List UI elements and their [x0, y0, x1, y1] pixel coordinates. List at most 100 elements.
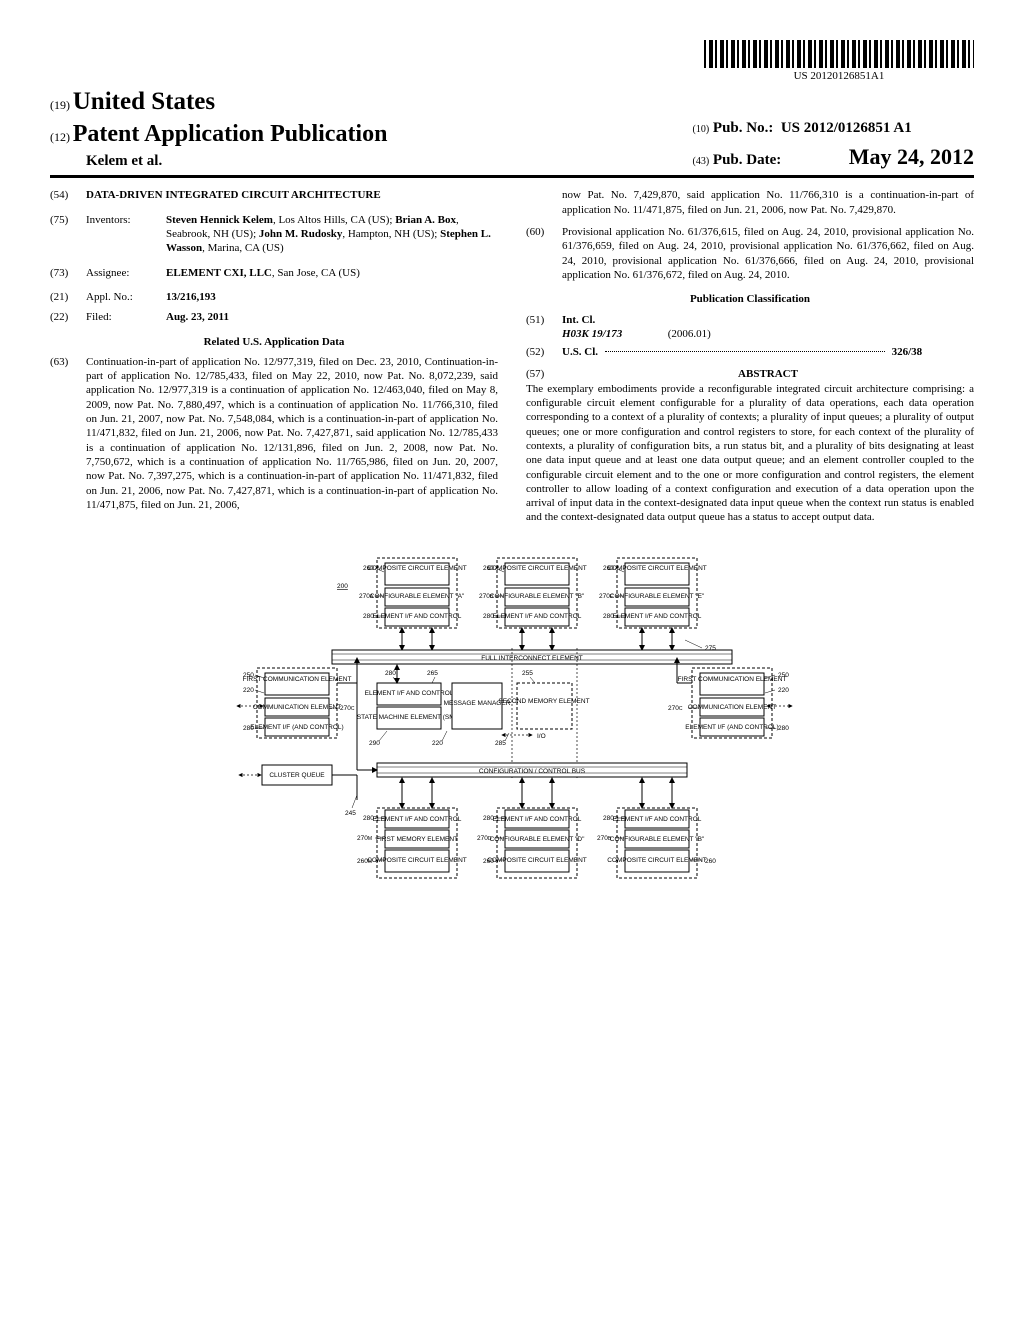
- svg-text:I/O: I/O: [537, 733, 546, 740]
- figure-area: 200 COMPOSITE CIRCUIT ELEMENT CONFIGURAB…: [50, 543, 974, 927]
- svg-text:280: 280: [603, 613, 614, 620]
- pub-date-label: Pub. Date:: [713, 152, 781, 168]
- filed-value: Aug. 23, 2011: [166, 310, 498, 324]
- related-code: (63): [50, 355, 86, 512]
- left-column: (54) DATA-DRIVEN INTEGRATED CIRCUIT ARCH…: [50, 188, 498, 524]
- svg-text:FIRST COMMUNICATION ELEMENT: FIRST COMMUNICATION ELEMENT: [243, 676, 352, 683]
- assignee-value: ELEMENT CXI, LLC, San Jose, CA (US): [166, 266, 498, 280]
- pub-no-label: Pub. No.:: [713, 120, 773, 136]
- svg-text:270C: 270C: [340, 705, 355, 712]
- svg-text:255: 255: [522, 670, 533, 677]
- svg-text:FIRST COMMUNICATION ELEMENT: FIRST COMMUNICATION ELEMENT: [678, 676, 787, 683]
- header-left: (19) United States (12) Patent Applicati…: [50, 86, 387, 171]
- svg-text:260M: 260M: [357, 858, 372, 865]
- intcl-code: (51): [526, 313, 562, 342]
- svg-text:FIRST MEMORY ELEMENT: FIRST MEMORY ELEMENT: [376, 836, 458, 843]
- svg-text:CONFIGURABLE ELEMENT "E": CONFIGURABLE ELEMENT "E": [610, 593, 705, 600]
- inventors-label: Inventors:: [86, 213, 166, 256]
- svg-text:CONFIGURABLE ELEMENT "B": CONFIGURABLE ELEMENT "B": [610, 836, 705, 843]
- uscl-code: (52): [526, 345, 562, 359]
- svg-text:265: 265: [427, 670, 438, 677]
- svg-text:270M: 270M: [357, 835, 372, 842]
- pub-no-line: (10) Pub. No.: US 2012/0126851 A1: [692, 119, 974, 139]
- svg-text:220: 220: [778, 687, 789, 694]
- svg-text:270C: 270C: [668, 705, 683, 712]
- svg-text:270A: 270A: [359, 593, 374, 600]
- pub-date: May 24, 2012: [849, 144, 974, 169]
- assignee-row: (73) Assignee: ELEMENT CXI, LLC, San Jos…: [50, 266, 498, 280]
- inventors-value: Steven Hennick Kelem, Los Altos Hills, C…: [166, 213, 498, 256]
- svg-text:260: 260: [705, 858, 716, 865]
- barcode-area: US 20120126851A1: [50, 40, 974, 83]
- svg-text:COMPOSITE CIRCUIT ELEMENT: COMPOSITE CIRCUIT ELEMENT: [487, 857, 587, 864]
- intcl-row: (51) Int. Cl. H03K 19/173 (2006.01): [526, 313, 974, 342]
- svg-text:250: 250: [243, 672, 254, 679]
- abstract-header-row: (57) ABSTRACT: [526, 367, 974, 381]
- provisional-row: (60) Provisional application No. 61/376,…: [526, 225, 974, 282]
- abstract-code: (57): [526, 367, 562, 381]
- title-code: (54): [50, 188, 86, 202]
- svg-text:ELEMENT I/F AND CONTROL: ELEMENT I/F AND CONTROL: [613, 613, 702, 620]
- svg-text:ELEMENT I/F AND CONTROL: ELEMENT I/F AND CONTROL: [493, 613, 582, 620]
- inventors-row: (75) Inventors: Steven Hennick Kelem, Lo…: [50, 213, 498, 256]
- svg-text:270B: 270B: [479, 593, 494, 600]
- prov-code: (60): [526, 225, 562, 282]
- uscl-label: U.S. Cl.: [562, 346, 598, 358]
- pub-date-prefix: (43): [692, 156, 709, 167]
- svg-text:ELEMENT I/F AND CONTROL: ELEMENT I/F AND CONTROL: [493, 816, 582, 823]
- svg-text:270E: 270E: [599, 593, 614, 600]
- prov-text: Provisional application No. 61/376,615, …: [562, 225, 974, 282]
- uscl-value-wrap: U.S. Cl. 326/38: [562, 345, 974, 359]
- fig-bottom-blocks: ELEMENT I/F AND CONTROL FIRST MEMORY ELE…: [357, 778, 716, 878]
- pub-type: Patent Application Publication: [73, 121, 388, 147]
- fig-left-comm: FIRST COMMUNICATION ELEMENT COMMUNICATIO…: [237, 658, 357, 738]
- svg-text:CONFIGURABLE ELEMENT "A": CONFIGURABLE ELEMENT "A": [370, 593, 465, 600]
- svg-text:280: 280: [778, 725, 789, 732]
- intcl-label: Int. Cl.: [562, 314, 595, 326]
- pub-type-prefix: (12): [50, 130, 70, 144]
- svg-text:280: 280: [603, 815, 614, 822]
- svg-text:CLUSTER QUEUE: CLUSTER QUEUE: [269, 772, 325, 779]
- divider-thick: [50, 175, 974, 178]
- svg-text:STATE MACHINE ELEMENT (SME): STATE MACHINE ELEMENT (SME): [357, 714, 461, 721]
- fig-middle: ELEMENT I/F AND CONTROL STATE MACHINE EL…: [357, 648, 590, 778]
- svg-text:280: 280: [243, 725, 254, 732]
- title-row: (54) DATA-DRIVEN INTEGRATED CIRCUIT ARCH…: [50, 188, 498, 202]
- filed-row: (22) Filed: Aug. 23, 2011: [50, 310, 498, 324]
- svg-text:290: 290: [369, 740, 380, 747]
- filed-label: Filed:: [86, 310, 166, 324]
- svg-text:270D: 270D: [477, 835, 492, 842]
- svg-text:ELEMENT I/F (AND CONTROL): ELEMENT I/F (AND CONTROL): [685, 724, 778, 731]
- svg-text:260: 260: [363, 565, 374, 572]
- intcl-class: H03K 19/173: [562, 328, 622, 340]
- svg-text:280: 280: [483, 815, 494, 822]
- pub-date-line: (43) Pub. Date: May 24, 2012: [692, 143, 974, 172]
- svg-text:220: 220: [432, 740, 443, 747]
- abstract-label: ABSTRACT: [562, 367, 974, 381]
- svg-text:245: 245: [345, 810, 356, 817]
- svg-text:CONFIGURABLE ELEMENT "D": CONFIGURABLE ELEMENT "D": [490, 836, 585, 843]
- svg-text:ELEMENT I/F AND CONTROL: ELEMENT I/F AND CONTROL: [373, 816, 462, 823]
- svg-text:ELEMENT I/F AND CONTROL: ELEMENT I/F AND CONTROL: [365, 690, 454, 697]
- assignee-code: (73): [50, 266, 86, 280]
- country-line: (19) United States: [50, 86, 387, 119]
- fig-ref-200: 200: [337, 583, 348, 590]
- svg-text:260: 260: [483, 858, 494, 865]
- fig-cluster-queue: CLUSTER QUEUE 245: [239, 765, 357, 817]
- right-column: now Pat. No. 7,429,870, said application…: [526, 188, 974, 524]
- svg-text:COMMUNICATION ELEMENT: COMMUNICATION ELEMENT: [688, 704, 776, 711]
- pub-type-line: (12) Patent Application Publication: [50, 119, 387, 150]
- appl-label: Appl. No.:: [86, 290, 166, 304]
- svg-text:ELEMENT I/F AND CONTROL: ELEMENT I/F AND CONTROL: [613, 816, 702, 823]
- svg-text:280: 280: [385, 670, 396, 677]
- svg-text:220: 220: [243, 687, 254, 694]
- svg-text:280: 280: [483, 613, 494, 620]
- invention-title: DATA-DRIVEN INTEGRATED CIRCUIT ARCHITECT…: [86, 188, 381, 202]
- svg-text:280: 280: [363, 613, 374, 620]
- uscl-value: 326/38: [892, 346, 923, 358]
- classification-header: Publication Classification: [526, 292, 974, 306]
- barcode: US 20120126851A1: [704, 40, 974, 83]
- svg-text:260: 260: [603, 565, 614, 572]
- dot-leader: [605, 351, 885, 352]
- filed-code: (22): [50, 310, 86, 324]
